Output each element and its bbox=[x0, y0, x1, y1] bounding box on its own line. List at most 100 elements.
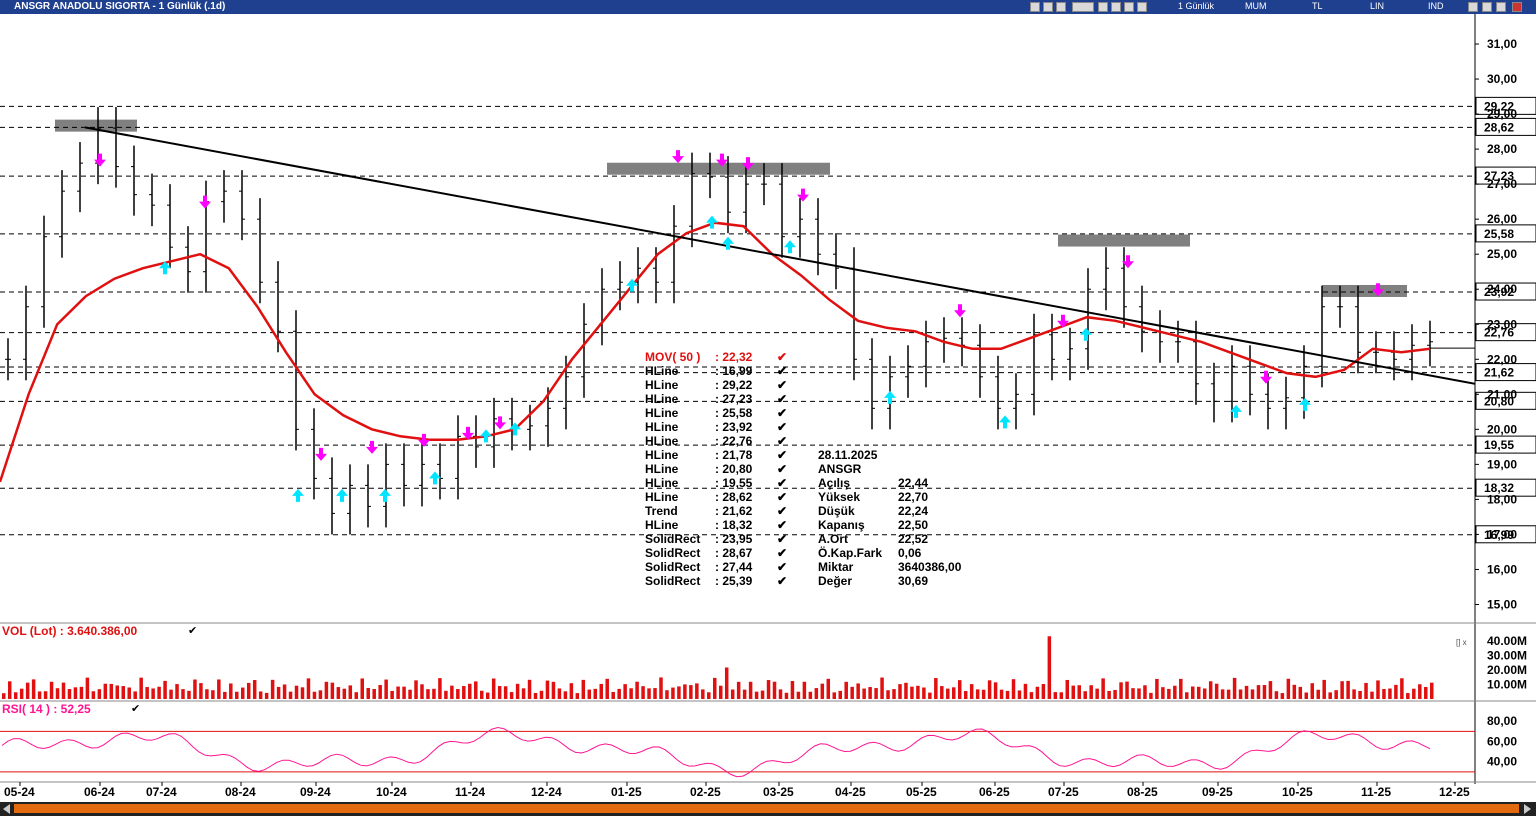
volume-bar bbox=[444, 690, 448, 699]
volume-bar bbox=[1310, 683, 1315, 699]
price-label-box bbox=[1475, 282, 1536, 301]
x-tick-label: 01-25 bbox=[611, 785, 642, 799]
horizontal-scrollbar[interactable] bbox=[0, 802, 1536, 816]
restore-icon[interactable] bbox=[1468, 2, 1478, 12]
toolbar-icon[interactable] bbox=[1030, 2, 1040, 12]
x-tick-label: 10-24 bbox=[376, 785, 407, 799]
info-value: 3640386,00 bbox=[898, 560, 962, 574]
volume-bar bbox=[910, 686, 914, 699]
legend-item-value: : 29,22 bbox=[715, 378, 753, 392]
check-icon[interactable]: ✔ bbox=[777, 378, 788, 392]
check-icon[interactable]: ✔ bbox=[777, 392, 788, 406]
currency-button[interactable]: TL bbox=[1312, 1, 1323, 11]
scroll-left-icon[interactable] bbox=[3, 804, 10, 814]
maximize-icon[interactable] bbox=[1496, 2, 1506, 12]
volume-bar bbox=[587, 689, 592, 699]
volume-bar bbox=[707, 692, 711, 699]
check-icon[interactable]: ✔ bbox=[131, 703, 141, 715]
buy-arrow-icon bbox=[626, 278, 638, 292]
scale-button[interactable]: LIN bbox=[1370, 1, 1385, 11]
volume-bar bbox=[7, 681, 12, 699]
volume-bar bbox=[683, 684, 687, 699]
check-icon[interactable]: ✔ bbox=[777, 504, 788, 518]
solid-rect bbox=[1058, 234, 1190, 247]
check-icon[interactable]: ✔ bbox=[777, 462, 788, 476]
volume-bar bbox=[288, 691, 293, 699]
volume-bar bbox=[539, 690, 544, 699]
volume-bar bbox=[509, 692, 514, 699]
candle-button[interactable]: MUM bbox=[1245, 1, 1267, 11]
sell-arrow-icon bbox=[418, 433, 430, 447]
info-row: A.Ort 22,52 bbox=[818, 532, 961, 546]
check-icon[interactable]: ✔ bbox=[777, 560, 788, 574]
sell-arrow-icon bbox=[366, 440, 378, 454]
volume-bar bbox=[342, 688, 347, 699]
y-tick-label: 24,00 bbox=[1487, 282, 1517, 296]
toolbar-icon[interactable] bbox=[1137, 2, 1147, 12]
volume-bar bbox=[993, 682, 998, 699]
volume-bar bbox=[217, 679, 221, 699]
toolbar-icon[interactable] bbox=[1043, 2, 1053, 12]
check-icon[interactable]: ✔ bbox=[777, 350, 788, 364]
volume-bar bbox=[814, 688, 819, 699]
check-icon[interactable]: ✔ bbox=[777, 518, 788, 532]
price-label: 28,62 bbox=[1484, 120, 1514, 134]
volume-bar bbox=[294, 685, 299, 699]
legend-item-label: HLine bbox=[645, 476, 679, 490]
toolbar-icon[interactable] bbox=[1111, 2, 1121, 12]
volume-bar bbox=[533, 692, 538, 699]
sell-arrow-icon bbox=[94, 153, 106, 167]
x-tick-label: 12-25 bbox=[1439, 785, 1470, 799]
volume-bar bbox=[1358, 690, 1362, 699]
volume-bar bbox=[796, 691, 801, 699]
volume-bar bbox=[49, 681, 54, 699]
check-icon[interactable]: ✔ bbox=[188, 625, 198, 637]
buy-arrow-icon bbox=[480, 429, 492, 443]
indicator-button[interactable]: IND bbox=[1428, 1, 1444, 11]
volume-bar bbox=[1340, 681, 1344, 699]
volume-bar bbox=[886, 690, 890, 699]
volume-bar bbox=[1430, 682, 1434, 699]
check-icon[interactable]: ✔ bbox=[777, 364, 788, 378]
period-button[interactable]: 1 Günlük bbox=[1178, 1, 1215, 11]
price-label-box bbox=[1475, 391, 1536, 410]
sell-arrow-icon bbox=[1122, 255, 1134, 269]
volume-bar bbox=[551, 681, 556, 699]
volume-bar bbox=[31, 679, 36, 699]
toolbar-icon[interactable] bbox=[1098, 2, 1108, 12]
check-icon[interactable]: ✔ bbox=[777, 546, 788, 560]
close-icon[interactable] bbox=[1512, 2, 1522, 12]
info-value: 22,52 bbox=[898, 532, 929, 546]
volume-bar bbox=[1292, 684, 1297, 699]
chart-canvas[interactable]: 29,22 28,62 27,23 25,58 23,92 22,76 21,62 20,80… bbox=[0, 14, 1536, 802]
volume-bar bbox=[1382, 688, 1386, 699]
info-label: Değer bbox=[818, 574, 853, 588]
toolbar-icon[interactable] bbox=[1072, 2, 1094, 12]
volume-bar bbox=[754, 691, 759, 699]
volume-bar bbox=[497, 686, 502, 699]
volume-bar bbox=[276, 686, 281, 699]
check-icon[interactable]: ✔ bbox=[777, 420, 788, 434]
check-icon[interactable]: ✔ bbox=[777, 434, 788, 448]
check-icon[interactable]: ✔ bbox=[777, 476, 788, 490]
volume-bar bbox=[1364, 682, 1368, 699]
price-label: 18,32 bbox=[1484, 481, 1514, 495]
volume-bar bbox=[485, 692, 490, 699]
toolbar-icon[interactable] bbox=[1124, 2, 1134, 12]
scroll-right-icon[interactable] bbox=[1524, 804, 1531, 814]
volume-bar bbox=[1274, 691, 1279, 699]
check-icon[interactable]: ✔ bbox=[777, 532, 788, 546]
minimize-icon[interactable] bbox=[1482, 2, 1492, 12]
toolbar-icon[interactable] bbox=[1056, 2, 1066, 12]
y-tick-label: 25,00 bbox=[1487, 247, 1517, 261]
volume-bar bbox=[91, 691, 96, 699]
volume-bar bbox=[874, 688, 878, 699]
legend-item-value: : 22,76 bbox=[715, 434, 753, 448]
volume-bar bbox=[414, 680, 418, 699]
check-icon[interactable]: ✔ bbox=[777, 448, 788, 462]
check-icon[interactable]: ✔ bbox=[777, 490, 788, 504]
check-icon[interactable]: ✔ bbox=[777, 574, 788, 588]
check-icon[interactable]: ✔ bbox=[777, 406, 788, 420]
scroll-thumb[interactable] bbox=[14, 804, 1519, 813]
volume-bar bbox=[593, 688, 598, 699]
